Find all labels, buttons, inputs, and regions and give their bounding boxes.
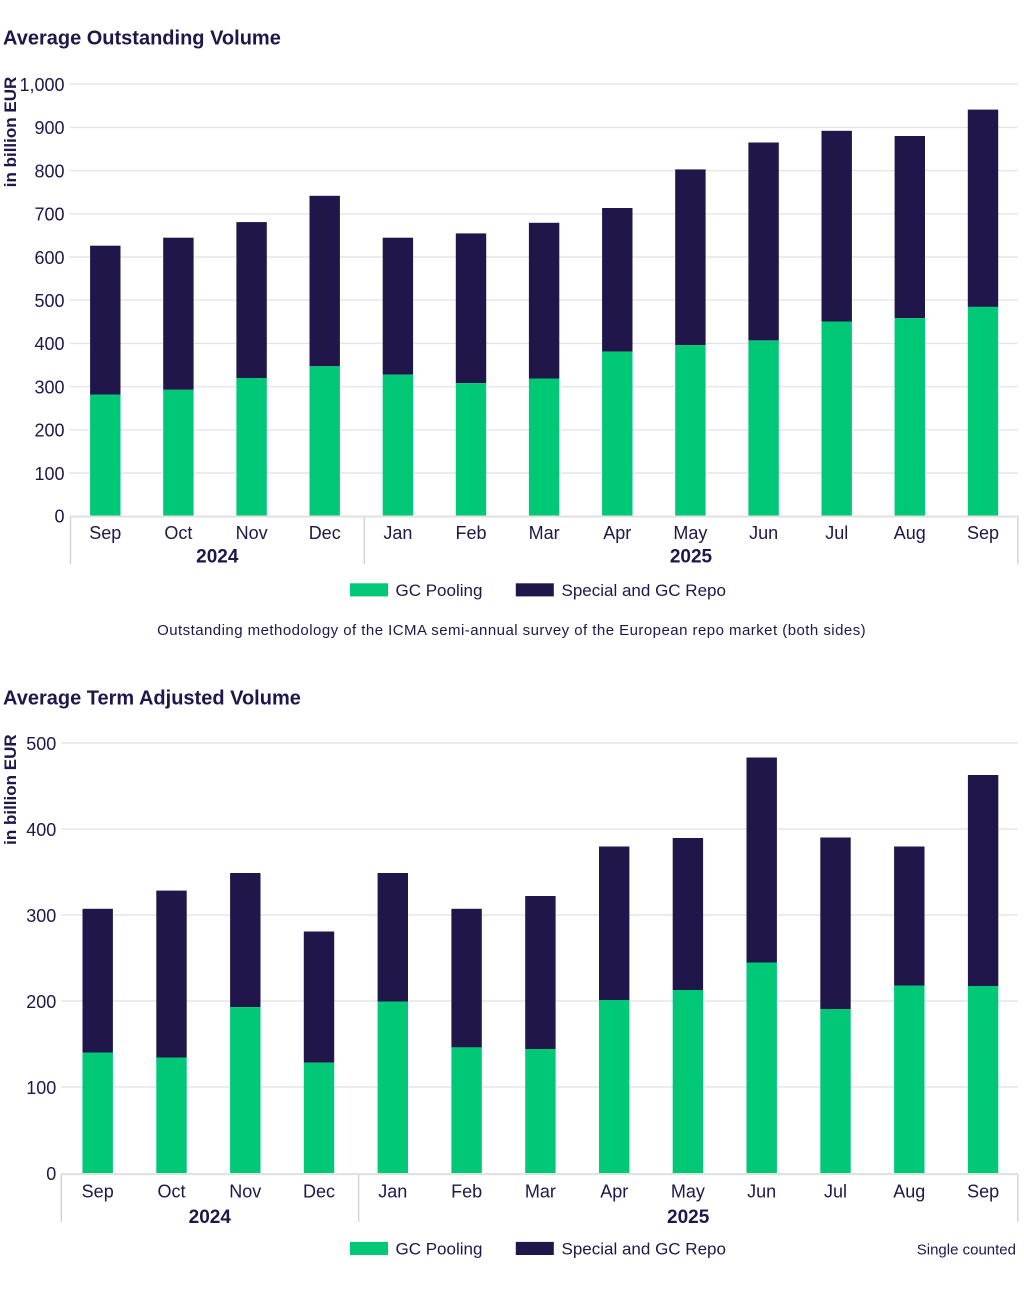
svg-text:800: 800 <box>34 161 64 181</box>
svg-text:Jun: Jun <box>749 523 778 543</box>
svg-text:0: 0 <box>54 506 64 526</box>
svg-text:2024: 2024 <box>189 1207 232 1228</box>
svg-text:2024: 2024 <box>196 547 239 568</box>
svg-text:Mar: Mar <box>525 1182 556 1202</box>
svg-text:Jul: Jul <box>825 523 848 543</box>
svg-text:Oct: Oct <box>164 523 192 543</box>
svg-text:2025: 2025 <box>667 1207 710 1228</box>
svg-text:0: 0 <box>46 1164 56 1184</box>
svg-text:Apr: Apr <box>603 523 631 543</box>
svg-text:500: 500 <box>34 291 64 311</box>
svg-text:600: 600 <box>34 248 64 268</box>
svg-text:400: 400 <box>26 820 56 840</box>
svg-text:Feb: Feb <box>451 1182 482 1202</box>
svg-text:Nov: Nov <box>229 1182 261 1202</box>
svg-text:700: 700 <box>34 205 64 225</box>
svg-text:Nov: Nov <box>236 523 268 543</box>
svg-text:Apr: Apr <box>600 1182 628 1202</box>
svg-text:May: May <box>673 523 707 543</box>
svg-text:Dec: Dec <box>303 1182 335 1202</box>
svg-text:Sep: Sep <box>89 523 121 543</box>
svg-text:Sep: Sep <box>967 523 999 543</box>
svg-text:Jun: Jun <box>747 1182 776 1202</box>
svg-text:Special and GC Repo: Special and GC Repo <box>562 581 726 600</box>
svg-text:Jul: Jul <box>824 1182 847 1202</box>
svg-text:900: 900 <box>34 118 64 138</box>
svg-text:GC Pooling: GC Pooling <box>396 1239 483 1258</box>
svg-text:Single counted: Single counted <box>917 1242 1016 1259</box>
svg-text:300: 300 <box>34 377 64 397</box>
svg-text:2025: 2025 <box>670 547 713 568</box>
svg-text:Aug: Aug <box>894 523 926 543</box>
svg-text:Average Term Adjusted Volume: Average Term Adjusted Volume <box>3 688 301 710</box>
svg-text:Sep: Sep <box>967 1182 999 1202</box>
svg-text:Average Outstanding Volume: Average Outstanding Volume <box>3 28 281 50</box>
svg-text:100: 100 <box>34 464 64 484</box>
svg-text:Aug: Aug <box>893 1182 925 1202</box>
svg-text:May: May <box>671 1182 705 1202</box>
svg-text:Feb: Feb <box>455 523 486 543</box>
svg-text:300: 300 <box>26 906 56 926</box>
svg-text:1,000: 1,000 <box>19 75 64 95</box>
svg-text:Oct: Oct <box>157 1182 185 1202</box>
svg-text:Dec: Dec <box>309 523 341 543</box>
svg-text:Mar: Mar <box>529 523 560 543</box>
svg-text:Special and GC Repo: Special and GC Repo <box>562 1239 726 1258</box>
svg-text:GC Pooling: GC Pooling <box>396 581 483 600</box>
svg-text:Outstanding methodology of the: Outstanding methodology of the ICMA semi… <box>157 622 866 639</box>
svg-text:400: 400 <box>34 334 64 354</box>
svg-text:in billion EUR: in billion EUR <box>1 734 20 845</box>
svg-text:Jan: Jan <box>378 1182 407 1202</box>
svg-text:500: 500 <box>26 734 56 754</box>
svg-text:Jan: Jan <box>383 523 412 543</box>
svg-text:200: 200 <box>34 421 64 441</box>
svg-text:Sep: Sep <box>82 1182 114 1202</box>
svg-text:100: 100 <box>26 1078 56 1098</box>
svg-text:in billion EUR: in billion EUR <box>1 77 20 188</box>
svg-text:200: 200 <box>26 992 56 1012</box>
